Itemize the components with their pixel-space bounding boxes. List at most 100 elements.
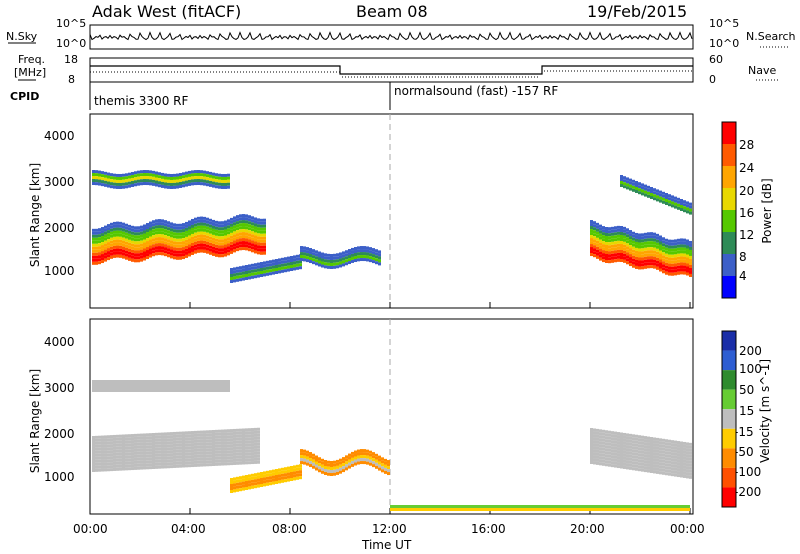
velocity-cell: [674, 449, 677, 453]
velocity-cell: [504, 508, 507, 511]
power-cell: [155, 234, 158, 238]
power-cell: [348, 261, 351, 265]
velocity-cell: [399, 505, 402, 508]
power-cell: [623, 259, 626, 263]
power-cell: [650, 262, 653, 266]
velocity-cell: [683, 456, 686, 460]
velocity-cell: [176, 440, 179, 444]
velocity-cell: [158, 441, 161, 445]
power-cell: [155, 180, 158, 184]
power-cell: [248, 270, 251, 274]
power-cell: [131, 183, 134, 187]
power-cell: [275, 271, 278, 274]
power-cell: [92, 246, 95, 250]
velocity-cell: [227, 383, 230, 386]
power-cell: [230, 244, 233, 248]
velocity-cell: [110, 459, 113, 463]
velocity-cell: [645, 505, 648, 508]
velocity-cell: [245, 452, 248, 456]
velocity-cell: [221, 450, 224, 454]
velocity-cell: [113, 458, 116, 462]
velocity-cell: [339, 458, 342, 462]
velocity-cell: [668, 466, 671, 470]
velocity-cell: [501, 505, 504, 508]
power-cell: [635, 241, 638, 245]
velocity-cell: [155, 444, 158, 448]
velocity-cell: [218, 432, 221, 436]
velocity-cell: [209, 457, 212, 461]
power-cell: [339, 252, 342, 256]
velocity-cell: [647, 445, 650, 449]
velocity-cell: [477, 508, 480, 511]
velocity-cell: [110, 380, 113, 383]
velocity-cell: [128, 446, 131, 450]
velocity-cell: [203, 451, 206, 455]
power-cell: [626, 231, 629, 235]
velocity-cell: [462, 505, 465, 508]
velocity-cell: [408, 505, 411, 508]
velocity-cell: [266, 482, 269, 486]
velocity-cell: [92, 451, 95, 454]
velocity-cell: [510, 508, 513, 511]
velocity-cell: [671, 452, 674, 456]
velocity-cell: [593, 440, 596, 444]
power-cell: [164, 226, 167, 230]
velocity-cell: [483, 505, 486, 508]
velocity-cell: [608, 463, 611, 467]
power-cell: [185, 174, 188, 178]
power-cell: [155, 237, 158, 241]
power-cell: [611, 256, 614, 260]
power-cell: [245, 223, 248, 227]
power-cell: [345, 250, 348, 254]
power-cell: [203, 173, 206, 177]
power-cell: [209, 239, 212, 243]
power-cell: [137, 173, 140, 177]
velocity-cell: [644, 454, 647, 458]
power-cell: [638, 245, 641, 249]
power-cell: [360, 255, 363, 259]
velocity-cell: [281, 473, 284, 477]
power-cell: [104, 255, 107, 259]
power-cell: [605, 244, 608, 248]
velocity-cell: [653, 437, 656, 441]
power-cell: [599, 227, 602, 231]
power-cell: [605, 253, 608, 257]
power-cell: [251, 225, 254, 229]
velocity-cell: [573, 505, 576, 508]
power-cell: [104, 180, 107, 184]
power-cell: [342, 257, 345, 261]
velocity-cell: [339, 461, 342, 465]
power-cell: [656, 245, 659, 249]
velocity-cell: [641, 435, 644, 439]
velocity-cell: [140, 442, 143, 446]
velocity-cell: [236, 458, 239, 462]
power-cell: [116, 173, 119, 177]
velocity-cell: [209, 386, 212, 389]
velocity-cell: [230, 487, 233, 490]
power-cell: [119, 221, 122, 225]
power-cell: [245, 235, 248, 239]
power-cell: [686, 248, 689, 252]
velocity-cell: [176, 446, 179, 450]
power-cell: [303, 252, 306, 256]
velocity-cell: [143, 386, 146, 389]
velocity-cell: [629, 454, 632, 458]
power-cell: [236, 218, 239, 222]
velocity-cell: [522, 505, 525, 508]
velocity-cell: [683, 468, 686, 472]
velocity-cell: [239, 461, 242, 465]
power-cell: [659, 196, 662, 200]
power-cell: [683, 241, 686, 245]
velocity-cell: [602, 429, 605, 433]
velocity-cell: [396, 508, 399, 511]
power-cell: [632, 258, 635, 262]
velocity-cell: [671, 449, 674, 453]
velocity-cell: [158, 459, 161, 463]
power-cell: [662, 261, 665, 265]
velocity-cell: [345, 455, 348, 459]
velocity-cell: [200, 389, 203, 392]
velocity-cell: [140, 463, 143, 467]
power-cell: [146, 223, 149, 227]
velocity-cell: [686, 451, 689, 455]
